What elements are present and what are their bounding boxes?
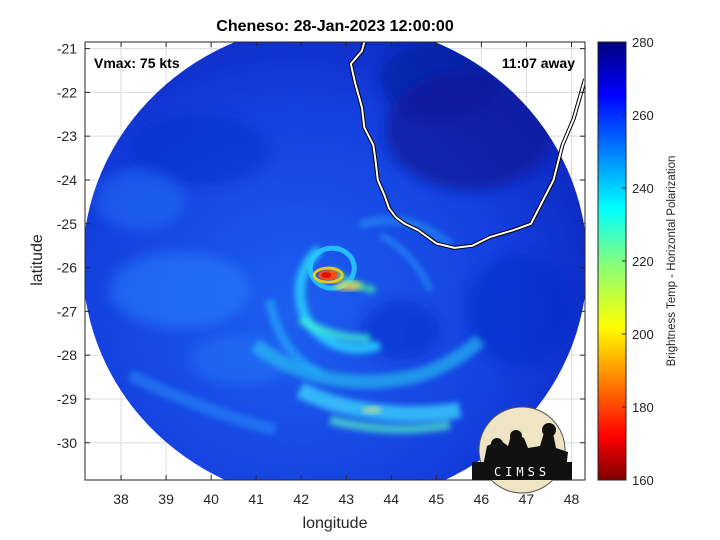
- y-axis-ticks: -21 -22 -23 -24 -25 -26 -27 -28 -29 -30: [57, 41, 585, 451]
- colorbar-tick-label: 200: [632, 327, 654, 342]
- y-tick-label: -28: [57, 347, 77, 363]
- y-tick-label: -23: [57, 128, 77, 144]
- y-tick-label: -21: [57, 41, 77, 57]
- x-tick-label: 38: [113, 491, 129, 507]
- y-axis-label: latitude: [29, 234, 46, 286]
- x-axis-label: longitude: [303, 515, 368, 532]
- colorbar-tick-label: 260: [632, 108, 654, 123]
- colorbar-tick-label: 160: [632, 473, 654, 488]
- colorbar-tick-label: 280: [632, 35, 654, 50]
- eye-wall: [307, 245, 357, 291]
- cimss-logo: CIMSS: [472, 406, 572, 494]
- x-tick-label: 42: [293, 491, 309, 507]
- madagascar-coastline: [349, 42, 585, 249]
- y-tick-label: -22: [57, 84, 77, 100]
- x-tick-label: 45: [429, 491, 445, 507]
- colorbar-tick-label: 220: [632, 254, 654, 269]
- x-tick-label: 47: [519, 491, 535, 507]
- x-tick-label: 44: [384, 491, 400, 507]
- y-tick-label: -27: [57, 303, 77, 319]
- x-tick-label: 43: [338, 491, 354, 507]
- colorbar-label: Brightness Temp - Horizontal Polarizatio…: [666, 156, 678, 367]
- colorbar-ticks: 160 180 200 220 240 260 280: [622, 35, 654, 488]
- x-axis-ticks: 38 39 40 41 42 43 44 45 46 47 48: [113, 42, 579, 507]
- y-tick-label: -30: [57, 435, 77, 451]
- colorbar-tick-label: 180: [632, 400, 654, 415]
- x-tick-label: 39: [158, 491, 174, 507]
- y-tick-label: -26: [57, 260, 77, 276]
- time-away-label: 11:07 away: [502, 55, 575, 71]
- y-tick-label: -29: [57, 391, 77, 407]
- colorbar-tick-label: 240: [632, 181, 654, 196]
- x-tick-label: 40: [203, 491, 219, 507]
- colorbar: 160 180 200 220 240 260 280 Brightness Temp - …: [597, 35, 678, 488]
- y-tick-label: -25: [57, 216, 77, 232]
- brightness-temperature-swath: [85, 42, 585, 480]
- x-tick-label: 41: [248, 491, 264, 507]
- x-tick-label: 46: [474, 491, 490, 507]
- y-tick-label: -24: [57, 172, 77, 188]
- colorbar-gradient: [597, 41, 627, 481]
- x-tick-label: 48: [564, 491, 580, 507]
- vmax-label: Vmax: 75 kts: [94, 55, 180, 71]
- map-title: Cheneso: 28-Jan-2023 12:00:00: [216, 18, 454, 35]
- plot-frame: [84, 41, 586, 481]
- logo-text: CIMSS: [494, 465, 550, 479]
